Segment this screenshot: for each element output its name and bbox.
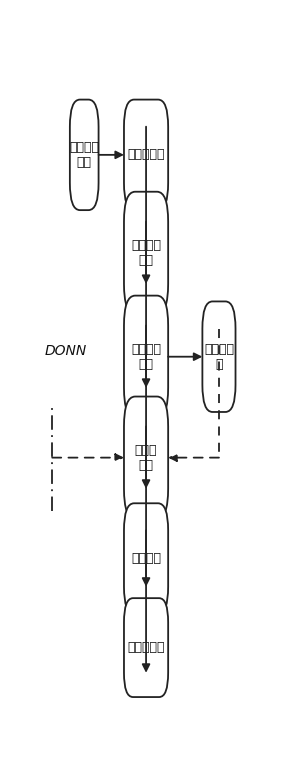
- FancyBboxPatch shape: [124, 598, 168, 697]
- FancyBboxPatch shape: [124, 99, 168, 210]
- FancyBboxPatch shape: [124, 192, 168, 314]
- Text: 预处理模块: 预处理模块: [127, 148, 165, 161]
- Text: 分类器
模块: 分类器 模块: [135, 443, 157, 472]
- Text: 特征数据
库: 特征数据 库: [204, 342, 234, 371]
- Text: DONN: DONN: [44, 344, 87, 358]
- FancyBboxPatch shape: [124, 295, 168, 418]
- FancyBboxPatch shape: [124, 503, 168, 614]
- FancyBboxPatch shape: [124, 396, 168, 519]
- Text: 特征提取
模块: 特征提取 模块: [131, 342, 161, 371]
- FancyBboxPatch shape: [70, 99, 99, 210]
- Text: 自动识别: 自动识别: [131, 552, 161, 565]
- Text: 图像采集
模块: 图像采集 模块: [69, 141, 99, 169]
- Text: 图像分割
模块: 图像分割 模块: [131, 239, 161, 267]
- FancyBboxPatch shape: [202, 301, 235, 412]
- Text: 显示及预警: 显示及预警: [127, 641, 165, 654]
